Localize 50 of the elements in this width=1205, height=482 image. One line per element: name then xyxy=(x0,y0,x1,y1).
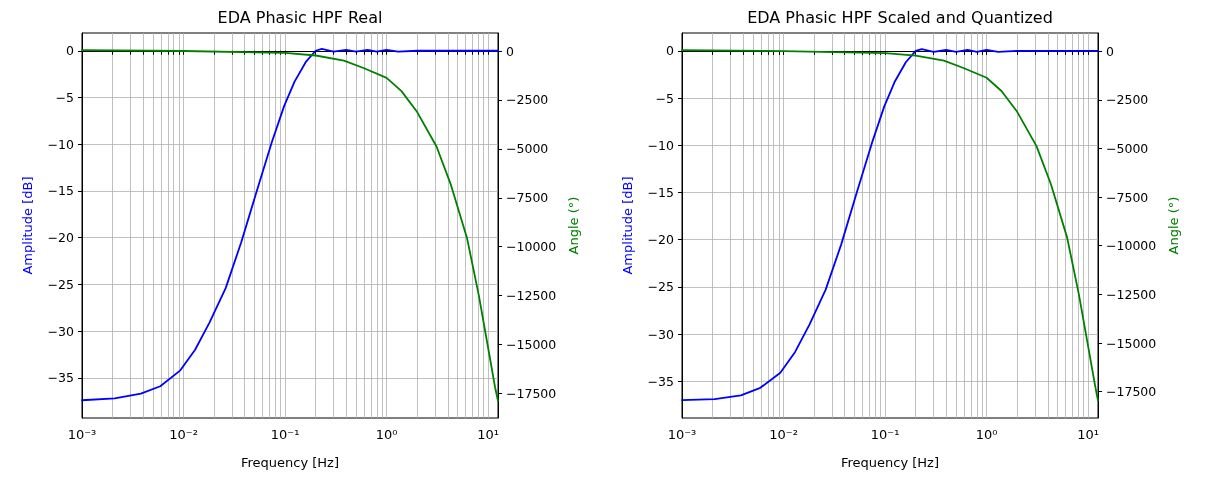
y2-tick-label: −15000 xyxy=(1106,335,1157,351)
x-tick-label: 10¹ xyxy=(1077,427,1100,442)
x-tick-label: 10⁻² xyxy=(169,427,198,442)
x-axis-title: Frequency [Hz] xyxy=(840,455,940,470)
y-tick-label: −20 xyxy=(47,230,75,246)
y-tick-label: −10 xyxy=(47,136,75,152)
y-tick-label: −15 xyxy=(647,184,674,200)
y-tick-label: −5 xyxy=(655,90,674,106)
y-tick-label: −30 xyxy=(47,323,75,339)
y-tick-label: −15 xyxy=(47,183,74,199)
y2-tick-label: −7500 xyxy=(1106,189,1149,205)
y2-axis-title: Angle (°) xyxy=(566,196,582,255)
y-tick-label: −10 xyxy=(647,137,675,153)
y-tick-label: −20 xyxy=(647,232,675,248)
y2-tick-label: −15000 xyxy=(506,337,557,353)
y2-tick-label: −12500 xyxy=(506,288,557,304)
x-axis-title: Frequency [Hz] xyxy=(240,455,340,470)
y2-tick-label: −12500 xyxy=(1106,286,1157,302)
y-tick-label: −25 xyxy=(647,279,674,295)
x-tick-label: 10⁰ xyxy=(975,427,998,442)
x-tick-label: 10⁻¹ xyxy=(870,427,900,442)
y-tick-label: 0 xyxy=(66,43,75,59)
y-axis-title: Amplitude [dB] xyxy=(620,176,635,275)
y-tick-label: −35 xyxy=(47,370,74,386)
y2-tick-label: −2500 xyxy=(1106,92,1149,108)
y-tick-label: −35 xyxy=(647,373,674,389)
y2-tick-label: −17500 xyxy=(506,386,557,402)
y-tick-label: −30 xyxy=(647,326,675,342)
y2-tick-label: −10000 xyxy=(506,239,557,255)
y2-tick-label: 0 xyxy=(506,43,514,59)
y-tick-label: −5 xyxy=(55,89,74,105)
y-tick-label: 0 xyxy=(666,43,675,59)
x-tick-label: 10⁻³ xyxy=(67,427,97,442)
x-tick-label: 10⁰ xyxy=(375,427,398,442)
y2-tick-label: −5000 xyxy=(1106,140,1149,156)
y2-tick-label: 0 xyxy=(1106,43,1114,59)
y2-axis-title: Angle (°) xyxy=(1166,196,1182,255)
y-axis-title: Amplitude [dB] xyxy=(20,176,35,275)
y2-tick-label: −10000 xyxy=(1106,238,1157,254)
x-tick-label: 10⁻² xyxy=(769,427,798,442)
chart-title: EDA Phasic HPF Real xyxy=(217,7,383,27)
y2-tick-label: −17500 xyxy=(1106,384,1157,400)
y2-tick-label: −2500 xyxy=(506,92,549,108)
x-tick-label: 10¹ xyxy=(477,427,500,442)
x-tick-label: 10⁻¹ xyxy=(270,427,300,442)
x-tick-label: 10⁻³ xyxy=(667,427,697,442)
y-tick-label: −25 xyxy=(47,276,74,292)
y2-tick-label: −5000 xyxy=(506,141,549,157)
chart-title: EDA Phasic HPF Scaled and Quantized xyxy=(747,7,1053,27)
y2-tick-label: −7500 xyxy=(506,190,549,206)
